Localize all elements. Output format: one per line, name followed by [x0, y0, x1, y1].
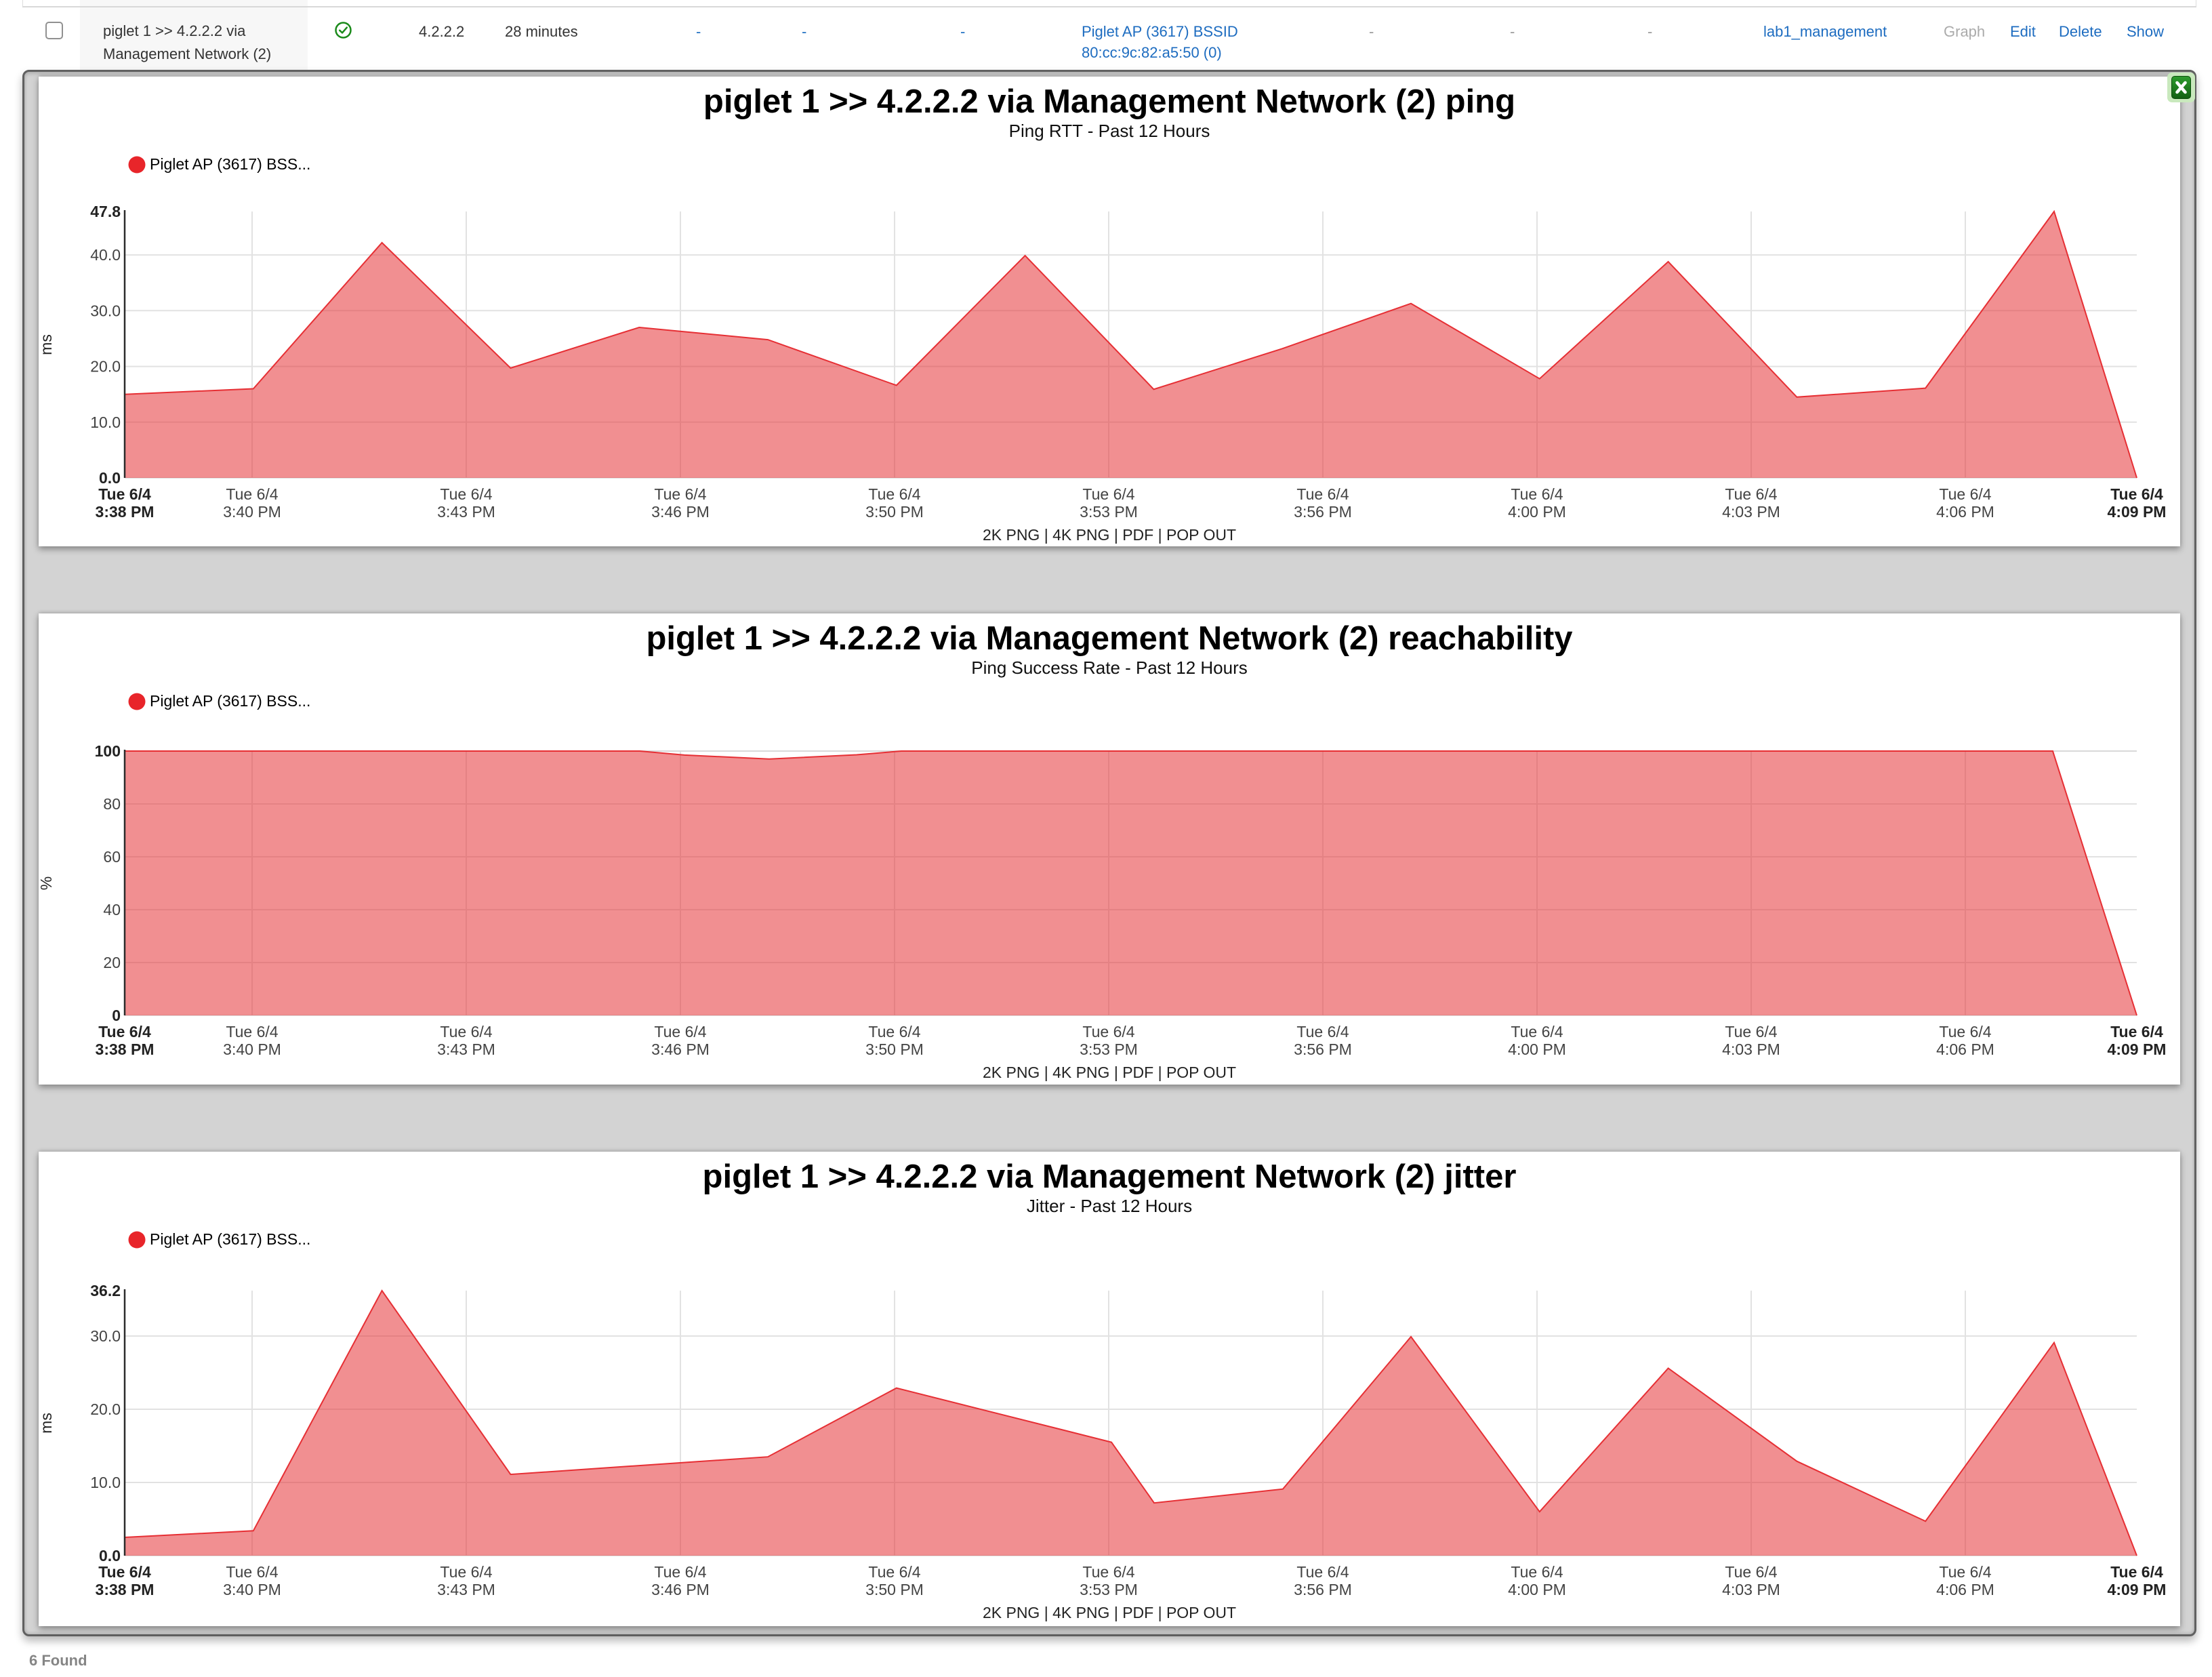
svg-text:Tue 6/4: Tue 6/4 [1939, 1023, 1991, 1040]
svg-text:3:56 PM: 3:56 PM [1294, 1040, 1352, 1058]
svg-text:ms: ms [39, 1413, 55, 1434]
svg-text:Tue 6/4: Tue 6/4 [1725, 485, 1777, 503]
svg-text:piglet 1 >> 4.2.2.2 via Manage: piglet 1 >> 4.2.2.2 via Management Netwo… [703, 83, 1515, 120]
svg-text:30.0: 30.0 [90, 302, 121, 319]
svg-text:3:38 PM: 3:38 PM [96, 1040, 155, 1058]
svg-text:3:56 PM: 3:56 PM [1294, 1581, 1352, 1598]
svg-text:Tue 6/4: Tue 6/4 [1082, 1563, 1134, 1581]
svg-text:3:50 PM: 3:50 PM [865, 1581, 924, 1598]
svg-text:4:06 PM: 4:06 PM [1936, 503, 1994, 521]
svg-text:3:56 PM: 3:56 PM [1294, 503, 1352, 521]
svg-text:3:50 PM: 3:50 PM [865, 503, 924, 521]
svg-text:100: 100 [95, 742, 121, 760]
svg-text:20.0: 20.0 [90, 1400, 121, 1418]
svg-text:Tue 6/4: Tue 6/4 [98, 1023, 151, 1040]
svg-text:80: 80 [103, 795, 121, 813]
svg-text:Tue 6/4: Tue 6/4 [654, 1023, 706, 1040]
svg-text:Tue 6/4: Tue 6/4 [1296, 485, 1349, 503]
svg-text:Tue 6/4: Tue 6/4 [440, 1023, 492, 1040]
svg-text:3:46 PM: 3:46 PM [651, 503, 710, 521]
svg-text:piglet 1 >> 4.2.2.2 via Manage: piglet 1 >> 4.2.2.2 via Management Netwo… [646, 620, 1572, 657]
svg-text:piglet 1 >> 4.2.2.2 via Manage: piglet 1 >> 4.2.2.2 via Management Netwo… [703, 1158, 1517, 1195]
svg-text:Tue 6/4: Tue 6/4 [868, 1563, 920, 1581]
svg-text:Tue 6/4: Tue 6/4 [1082, 485, 1134, 503]
svg-text:2K PNG | 4K PNG | PDF | POP OU: 2K PNG | 4K PNG | PDF | POP OUT [983, 1604, 1236, 1621]
svg-text:Tue 6/4: Tue 6/4 [654, 1563, 706, 1581]
svg-text:2K PNG | 4K PNG | PDF | POP OU: 2K PNG | 4K PNG | PDF | POP OUT [983, 1064, 1236, 1081]
svg-text:Tue 6/4: Tue 6/4 [1296, 1563, 1349, 1581]
svg-text:3:53 PM: 3:53 PM [1080, 1040, 1138, 1058]
svg-text:Ping Success Rate - Past 12 Ho: Ping Success Rate - Past 12 Hours [971, 658, 1248, 678]
svg-text:Tue 6/4: Tue 6/4 [226, 1023, 278, 1040]
svg-text:Tue 6/4: Tue 6/4 [1939, 1563, 1991, 1581]
svg-text:3:40 PM: 3:40 PM [223, 1581, 281, 1598]
svg-text:Ping RTT - Past 12 Hours: Ping RTT - Past 12 Hours [1009, 121, 1210, 141]
svg-text:4:00 PM: 4:00 PM [1508, 503, 1566, 521]
svg-text:Tue 6/4: Tue 6/4 [2110, 1023, 2163, 1040]
svg-text:%: % [39, 876, 55, 890]
svg-text:40: 40 [103, 901, 121, 918]
svg-text:ms: ms [39, 334, 55, 355]
svg-text:4:09 PM: 4:09 PM [2108, 1040, 2167, 1058]
svg-text:4:03 PM: 4:03 PM [1722, 503, 1780, 521]
svg-text:20: 20 [103, 954, 121, 971]
svg-text:0.0: 0.0 [99, 469, 121, 487]
svg-text:Tue 6/4: Tue 6/4 [2110, 485, 2163, 503]
svg-text:2K PNG | 4K PNG | PDF | POP OU: 2K PNG | 4K PNG | PDF | POP OUT [983, 526, 1236, 544]
svg-text:Tue 6/4: Tue 6/4 [1511, 485, 1563, 503]
svg-text:3:46 PM: 3:46 PM [651, 1581, 710, 1598]
svg-text:Jitter - Past 12 Hours: Jitter - Past 12 Hours [1027, 1196, 1192, 1216]
svg-text:Tue 6/4: Tue 6/4 [98, 1563, 151, 1581]
svg-text:Tue 6/4: Tue 6/4 [2110, 1563, 2163, 1581]
svg-text:4:03 PM: 4:03 PM [1722, 1040, 1780, 1058]
svg-text:10.0: 10.0 [90, 1474, 121, 1491]
svg-text:3:43 PM: 3:43 PM [437, 1040, 495, 1058]
svg-text:Piglet AP (3617) BSS...: Piglet AP (3617) BSS... [150, 692, 310, 710]
svg-text:Tue 6/4: Tue 6/4 [226, 485, 278, 503]
svg-text:60: 60 [103, 848, 121, 866]
svg-text:0: 0 [112, 1007, 121, 1024]
svg-text:Tue 6/4: Tue 6/4 [1939, 485, 1991, 503]
svg-text:Tue 6/4: Tue 6/4 [654, 485, 706, 503]
svg-text:3:40 PM: 3:40 PM [223, 1040, 281, 1058]
svg-text:4:03 PM: 4:03 PM [1722, 1581, 1780, 1598]
svg-text:Tue 6/4: Tue 6/4 [440, 485, 492, 503]
svg-text:Tue 6/4: Tue 6/4 [1296, 1023, 1349, 1040]
svg-text:3:43 PM: 3:43 PM [437, 503, 495, 521]
svg-text:Tue 6/4: Tue 6/4 [98, 485, 151, 503]
svg-text:3:53 PM: 3:53 PM [1080, 1581, 1138, 1598]
svg-text:Piglet AP (3617) BSS...: Piglet AP (3617) BSS... [150, 1230, 310, 1248]
svg-text:10.0: 10.0 [90, 413, 121, 431]
svg-text:40.0: 40.0 [90, 246, 121, 264]
svg-text:4:09 PM: 4:09 PM [2108, 503, 2167, 521]
svg-text:3:53 PM: 3:53 PM [1080, 503, 1138, 521]
svg-text:4:00 PM: 4:00 PM [1508, 1040, 1566, 1058]
svg-text:3:40 PM: 3:40 PM [223, 503, 281, 521]
svg-text:Tue 6/4: Tue 6/4 [440, 1563, 492, 1581]
svg-text:3:50 PM: 3:50 PM [865, 1040, 924, 1058]
svg-text:4:09 PM: 4:09 PM [2108, 1581, 2167, 1598]
svg-text:47.8: 47.8 [90, 203, 121, 220]
svg-text:Tue 6/4: Tue 6/4 [1511, 1563, 1563, 1581]
svg-text:Tue 6/4: Tue 6/4 [226, 1563, 278, 1581]
svg-text:0.0: 0.0 [99, 1547, 121, 1564]
svg-text:4:00 PM: 4:00 PM [1508, 1581, 1566, 1598]
svg-text:4:06 PM: 4:06 PM [1936, 1581, 1994, 1598]
svg-text:36.2: 36.2 [90, 1282, 121, 1299]
svg-text:Tue 6/4: Tue 6/4 [1082, 1023, 1134, 1040]
svg-text:Tue 6/4: Tue 6/4 [1511, 1023, 1563, 1040]
svg-text:3:38 PM: 3:38 PM [96, 503, 155, 521]
svg-text:Tue 6/4: Tue 6/4 [1725, 1563, 1777, 1581]
svg-text:Tue 6/4: Tue 6/4 [1725, 1023, 1777, 1040]
svg-text:20.0: 20.0 [90, 358, 121, 376]
svg-text:3:46 PM: 3:46 PM [651, 1040, 710, 1058]
svg-text:3:38 PM: 3:38 PM [96, 1581, 155, 1598]
svg-text:4:06 PM: 4:06 PM [1936, 1040, 1994, 1058]
svg-text:30.0: 30.0 [90, 1327, 121, 1345]
svg-text:3:43 PM: 3:43 PM [437, 1581, 495, 1598]
svg-text:Tue 6/4: Tue 6/4 [868, 1023, 920, 1040]
svg-text:Piglet AP (3617) BSS...: Piglet AP (3617) BSS... [150, 155, 310, 173]
svg-text:Tue 6/4: Tue 6/4 [868, 485, 920, 503]
